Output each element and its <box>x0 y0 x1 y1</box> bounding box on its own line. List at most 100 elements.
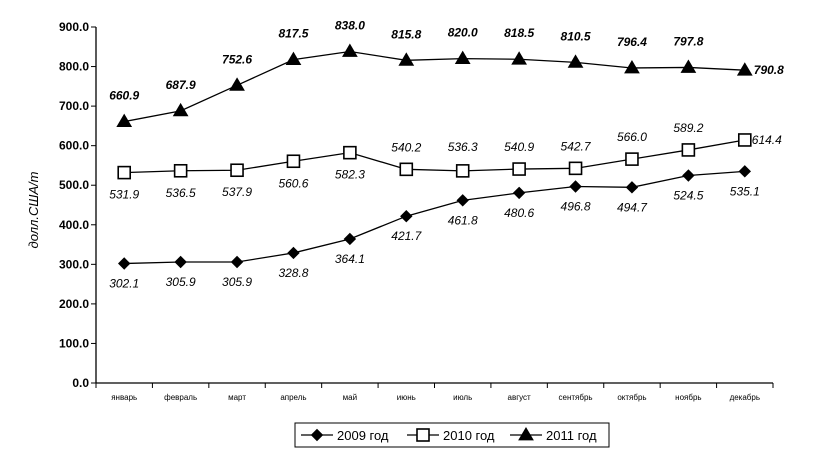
data-label-2010: 614.4 <box>752 133 782 147</box>
x-tick-label: июль <box>453 393 472 402</box>
data-label-2009: 328.8 <box>278 266 308 280</box>
y-tick-label: 300.0 <box>59 257 89 271</box>
y-tick-label: 400.0 <box>59 218 89 232</box>
y-axis-ticks: 0.0 100.0 200.0 300.0 400.0 500.0 600.0 700.0 80… <box>59 20 96 390</box>
data-point-2010 <box>117 165 132 180</box>
data-label-2010: 537.9 <box>222 185 252 199</box>
data-point-2011 <box>680 59 697 73</box>
data-label-2011: 752.6 <box>222 52 252 66</box>
x-tick-label: декабрь <box>730 393 760 402</box>
data-point-2010 <box>625 152 639 166</box>
data-point-2011 <box>285 51 302 66</box>
data-label-2010: 589.2 <box>673 121 703 135</box>
data-point-2009 <box>625 181 639 194</box>
data-label-2009: 480.6 <box>504 206 534 220</box>
data-point-2011 <box>398 52 415 66</box>
data-point-2011 <box>736 62 753 76</box>
data-labels: 302.1 305.9 305.9 328.8 364.1 421.7 461.8 480.6… <box>109 19 784 291</box>
legend: 2009 год 2010 год 2011 год <box>294 422 610 448</box>
legend-label-2009: 2009 год <box>337 428 389 443</box>
data-label-2011: 815.8 <box>391 27 421 41</box>
y-tick-label: 200.0 <box>59 297 89 311</box>
data-point-2011 <box>454 50 471 65</box>
legend-marker-2009 <box>310 428 324 442</box>
data-label-2010: 540.9 <box>504 140 534 154</box>
x-tick-label: август <box>508 393 532 402</box>
data-point-2010 <box>737 133 752 147</box>
data-point-2009 <box>400 209 413 223</box>
data-point-2010 <box>343 145 357 160</box>
data-label-2011: 838.0 <box>335 19 365 33</box>
y-tick-label: 800.0 <box>59 60 89 74</box>
data-point-2009 <box>118 257 131 270</box>
data-point-2009 <box>287 246 300 260</box>
data-point-2010 <box>230 163 244 178</box>
legend-marker-2010 <box>416 428 430 442</box>
data-label-2009: 305.9 <box>166 275 196 289</box>
x-tick-label: февраль <box>164 393 197 402</box>
data-label-2011: 687.9 <box>166 78 196 92</box>
data-label-2010: 560.6 <box>278 176 308 190</box>
data-label-2009: 461.8 <box>448 213 478 227</box>
data-point-2010 <box>286 154 301 169</box>
data-point-2011 <box>172 102 189 117</box>
y-tick-label: 700.0 <box>59 99 89 113</box>
y-tick-label: 500.0 <box>59 178 89 192</box>
data-point-2010 <box>512 162 526 176</box>
data-label-2010: 536.3 <box>448 140 478 154</box>
x-tick-label: сентябрь <box>559 393 593 402</box>
y-axis-label: долл.США/т <box>26 171 41 248</box>
data-label-2011: 796.4 <box>617 35 647 49</box>
legend-marker-2011 <box>518 427 534 441</box>
y-tick-label: 900.0 <box>59 20 89 34</box>
chart-axes <box>95 27 773 384</box>
data-point-2010 <box>455 164 470 178</box>
data-label-2010: 582.3 <box>335 168 365 182</box>
data-label-2009: 421.7 <box>391 229 422 243</box>
data-point-2009 <box>682 169 695 182</box>
data-label-2011: 660.9 <box>109 89 139 103</box>
data-point-2009 <box>174 255 187 269</box>
data-label-2010: 540.2 <box>391 140 421 154</box>
x-tick-label: январь <box>111 393 137 402</box>
data-label-2011: 820.0 <box>448 26 478 40</box>
data-point-2009 <box>569 180 582 193</box>
data-point-2010 <box>681 143 696 157</box>
data-point-2010 <box>568 161 583 176</box>
x-tick-label: ноябрь <box>675 393 701 402</box>
data-label-2010: 566.0 <box>617 130 647 144</box>
data-label-2010: 542.7 <box>561 139 592 153</box>
series-line-2010 <box>124 139 745 174</box>
data-label-2009: 524.5 <box>673 189 703 203</box>
data-point-2011 <box>624 59 640 74</box>
x-tick-label: март <box>228 393 246 402</box>
data-label-2011: 817.5 <box>278 27 308 41</box>
data-point-2011 <box>229 77 245 91</box>
data-point-2011 <box>342 43 358 57</box>
data-label-2011: 797.8 <box>673 34 703 48</box>
data-label-2011: 810.5 <box>561 29 591 43</box>
data-label-2009: 305.9 <box>222 275 252 289</box>
data-point-2009 <box>343 232 357 246</box>
data-label-2009: 302.1 <box>109 277 139 291</box>
data-label-2010: 531.9 <box>109 188 139 202</box>
data-label-2009: 364.1 <box>335 252 365 266</box>
data-label-2011: 790.8 <box>754 63 784 77</box>
data-point-2010 <box>399 162 414 177</box>
x-axis-categories: январь февраль март апрель май июнь июль август… <box>95 383 774 402</box>
series-line-2011 <box>124 50 745 123</box>
data-point-2011 <box>567 54 584 68</box>
series-lines <box>124 50 745 265</box>
data-point-2009 <box>456 194 469 207</box>
x-tick-label: октябрь <box>617 393 646 402</box>
legend-label-2010: 2010 год <box>443 428 495 443</box>
legend-box <box>294 422 610 448</box>
data-point-2011 <box>511 51 527 65</box>
data-label-2011: 818.5 <box>504 26 534 40</box>
legend-label-2011: 2011 год <box>546 428 597 443</box>
x-tick-label: июнь <box>397 393 416 402</box>
x-tick-label: май <box>343 393 357 402</box>
x-tick-label: апрель <box>280 393 306 402</box>
data-point-2011 <box>116 113 133 127</box>
